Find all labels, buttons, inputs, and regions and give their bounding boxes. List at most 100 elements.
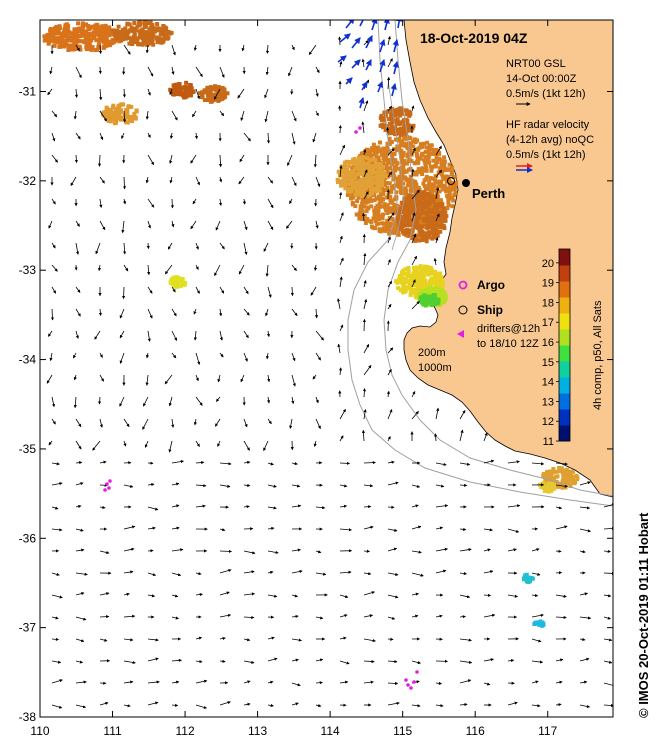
current-arrow	[387, 369, 392, 376]
current-arrow	[579, 637, 586, 642]
sst-pixel	[410, 193, 415, 198]
current-arrow	[51, 616, 59, 620]
current-arrow	[435, 484, 445, 488]
sst-pixel	[364, 159, 369, 164]
sst-pixel	[401, 181, 405, 186]
current-arrow	[338, 105, 342, 112]
sst-pixel	[390, 158, 395, 163]
current-arrow	[339, 257, 344, 266]
sst-pixel	[352, 161, 357, 166]
sst-pixel	[132, 32, 137, 37]
sst-pixel	[155, 22, 160, 26]
current-arrow	[315, 572, 327, 576]
current-arrow	[171, 308, 177, 317]
sst-pixel	[438, 229, 443, 234]
current-arrow	[51, 286, 57, 294]
sst-pixel	[369, 204, 374, 209]
sst-pixel	[392, 174, 397, 179]
sst-pixel	[136, 21, 141, 26]
model-time-label: 14-Oct 00:00Z	[506, 73, 577, 85]
current-arrow	[291, 614, 299, 619]
sst-pixel	[430, 271, 435, 276]
sst-pixel	[117, 113, 122, 118]
sst-pixel	[174, 82, 179, 87]
sst-pixel	[398, 143, 403, 148]
sst-pixel	[59, 31, 64, 36]
radar-arrow	[337, 55, 347, 63]
sst-pixel	[530, 576, 535, 581]
current-arrow	[603, 703, 613, 708]
sst-pixel	[166, 30, 171, 34]
current-arrow	[241, 44, 245, 52]
sst-pixel	[426, 154, 431, 159]
sst-pixel	[425, 265, 430, 270]
current-arrow	[267, 176, 274, 184]
current-arrow	[435, 407, 440, 420]
sst-pixel	[439, 206, 444, 211]
sst-pixel	[547, 487, 552, 492]
current-arrow	[387, 212, 395, 222]
sst-pixel	[353, 172, 358, 177]
sst-pixel	[410, 290, 415, 295]
current-arrow	[171, 110, 178, 121]
sst-pixel	[379, 118, 384, 123]
current-arrow	[48, 440, 53, 446]
current-arrow	[267, 657, 278, 662]
sst-pixel	[417, 286, 422, 291]
current-arrow	[315, 704, 322, 708]
sst-pixel	[409, 188, 414, 193]
current-arrow	[339, 276, 343, 288]
current-arrow	[171, 526, 180, 530]
sst-pixel	[149, 35, 154, 40]
sst-pixel	[386, 227, 391, 232]
colorbar-segment	[559, 281, 570, 298]
argo-legend-label: Argo	[477, 278, 505, 292]
current-arrow	[47, 88, 53, 96]
sst-pixel	[373, 172, 378, 177]
sst-pixel	[427, 215, 432, 219]
sst-pixel	[402, 135, 407, 140]
current-arrow	[459, 660, 473, 664]
current-arrow	[219, 66, 225, 78]
sst-pixel	[165, 36, 170, 41]
sst-pixel	[77, 44, 82, 49]
sst-pixel	[139, 35, 144, 40]
sst-pixel	[452, 187, 457, 192]
sst-pixel	[123, 109, 128, 114]
sst-pixel	[149, 28, 154, 33]
sst-pixel	[81, 24, 86, 29]
current-arrow	[339, 504, 348, 508]
sst-pixel	[409, 203, 414, 207]
sst-pixel	[389, 152, 394, 157]
sst-pixel	[81, 33, 86, 38]
current-arrow	[195, 679, 208, 684]
current-arrow	[171, 504, 180, 508]
current-arrow	[99, 418, 103, 428]
current-arrow	[75, 330, 79, 339]
sst-pixel	[407, 113, 412, 118]
sst-pixel	[420, 268, 425, 273]
current-arrow	[171, 418, 175, 428]
current-arrow	[459, 571, 468, 576]
current-arrow	[579, 506, 591, 510]
sst-pixel	[153, 27, 158, 31]
sst-pixel	[522, 577, 526, 582]
current-arrow	[164, 264, 173, 275]
sst-pixel	[400, 276, 405, 280]
sst-pixel	[408, 178, 413, 182]
current-arrow	[147, 594, 156, 598]
sst-pixel	[182, 95, 187, 100]
sst-pixel	[434, 174, 439, 178]
sst-pixel	[200, 95, 205, 100]
sst-pixel	[437, 189, 442, 194]
sst-pixel	[430, 299, 435, 304]
sst-pixel	[439, 216, 444, 221]
sst-pixel	[385, 211, 390, 215]
sst-pixel	[392, 227, 397, 231]
sst-pixel	[402, 170, 407, 174]
sst-pixel	[430, 184, 434, 189]
sst-pixel	[121, 37, 126, 42]
current-arrow	[240, 374, 245, 383]
current-arrow	[195, 440, 200, 447]
model-scale-label: 0.5m/s (1kt 12h)	[506, 88, 585, 100]
